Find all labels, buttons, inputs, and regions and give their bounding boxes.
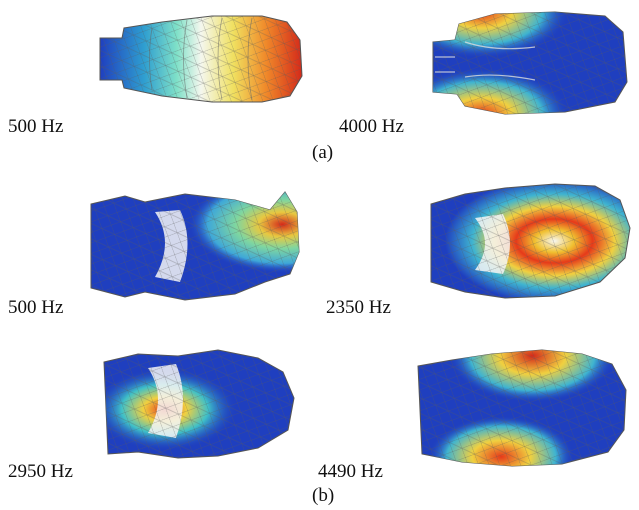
panel-a-500hz-plot — [99, 15, 303, 103]
panel-b-2950hz-plot — [103, 349, 295, 459]
panel-b-500hz-label: 500 Hz — [8, 297, 64, 318]
panel-b-4490hz-label: 4490 Hz — [318, 461, 383, 482]
panel-a-500hz-label: 500 Hz — [8, 116, 64, 137]
panel-b-2350hz-plot — [430, 183, 631, 299]
caption-b: (b) — [312, 485, 335, 506]
panel-b-4490hz-plot — [417, 349, 627, 467]
panel-a-4000hz-label: 4000 Hz — [339, 116, 404, 137]
panel-b-500hz-plot — [90, 191, 300, 301]
panel-b-2950hz-label: 2950 Hz — [8, 461, 73, 482]
caption-a: (a) — [312, 142, 334, 163]
panel-a-4000hz-plot — [432, 11, 628, 115]
panel-b-2350hz-label: 2350 Hz — [326, 297, 391, 318]
